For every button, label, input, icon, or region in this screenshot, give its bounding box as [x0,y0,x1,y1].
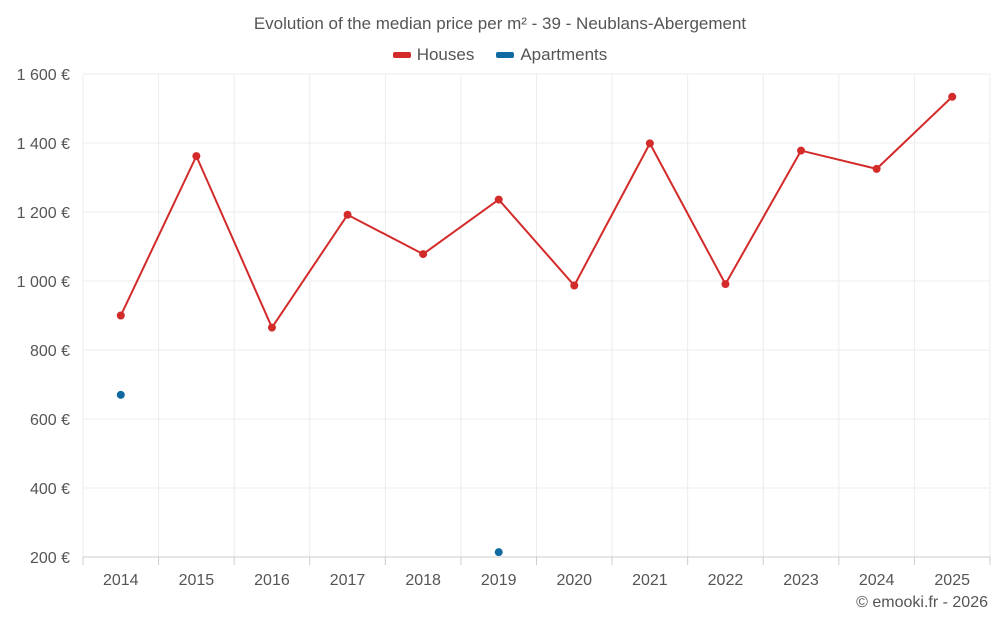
y-tick-label: 400 € [30,481,70,498]
legend-swatch-apartments [496,52,515,58]
credit-text[interactable]: © emooki.fr - 2026 [856,594,988,611]
data-point-houses[interactable] [267,323,276,332]
data-point-houses[interactable] [116,311,125,320]
x-tick-label: 2017 [330,572,366,589]
data-point-houses[interactable] [872,164,881,173]
legend-swatch-houses [392,52,411,58]
x-tick-label: 2019 [481,572,517,589]
data-point-houses[interactable] [343,210,352,219]
y-tick-label: 1 200 € [17,205,70,222]
data-point-houses[interactable] [948,92,957,101]
x-tick-label: 2022 [708,572,744,589]
data-point-houses[interactable] [645,139,654,148]
chart-title: Evolution of the median price per m² - 3… [253,14,747,33]
x-tick-label: 2023 [783,572,819,589]
data-point-apartments[interactable] [116,390,125,399]
x-tick-label: 2024 [859,572,895,589]
y-tick-label: 600 € [30,412,70,429]
x-tick-label: 2025 [934,572,970,589]
legend-item-apartments[interactable]: Apartments [496,45,607,65]
data-point-houses[interactable] [192,152,201,161]
series-line-houses [119,96,953,330]
x-tick-label: 2014 [103,572,139,589]
y-tick-label: 1 000 € [17,274,70,291]
data-point-houses[interactable] [570,281,579,290]
data-point-houses[interactable] [721,280,730,289]
x-tick-label: 2015 [179,572,215,589]
legend: Houses Apartments [0,45,1000,65]
y-tick-label: 1 400 € [17,136,70,153]
x-tick-label: 2021 [632,572,668,589]
y-tick-label: 1 600 € [17,67,70,84]
legend-label-apartments: Apartments [520,45,608,64]
y-tick-label: 200 € [30,550,70,567]
data-point-houses[interactable] [419,250,428,259]
legend-item-houses[interactable]: Houses [392,45,475,65]
legend-label-houses: Houses [416,45,475,64]
y-tick-label: 800 € [30,343,70,360]
x-tick-label: 2020 [556,572,592,589]
x-tick-label: 2016 [254,572,290,589]
x-tick-label: 2018 [405,572,441,589]
data-point-houses[interactable] [494,195,503,204]
data-point-houses[interactable] [797,146,806,155]
data-point-apartments[interactable] [494,548,503,557]
